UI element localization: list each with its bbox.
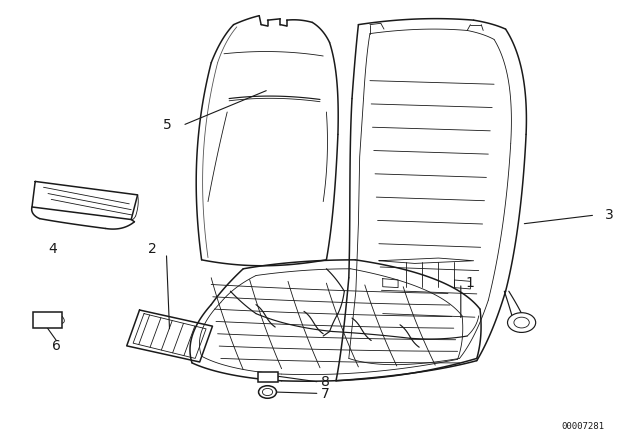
Text: 4: 4 — [48, 241, 57, 256]
Text: 5: 5 — [163, 118, 172, 133]
FancyBboxPatch shape — [258, 372, 278, 382]
Text: 7: 7 — [321, 387, 330, 401]
Text: 00007281: 00007281 — [562, 422, 605, 431]
Text: 2: 2 — [148, 241, 157, 256]
Text: 1: 1 — [466, 276, 475, 290]
Circle shape — [508, 313, 536, 332]
Text: 3: 3 — [605, 208, 614, 222]
Text: 6: 6 — [52, 339, 61, 353]
Text: 8: 8 — [321, 375, 330, 389]
Circle shape — [259, 386, 276, 398]
Circle shape — [262, 388, 273, 396]
FancyBboxPatch shape — [33, 312, 62, 328]
Circle shape — [514, 317, 529, 328]
